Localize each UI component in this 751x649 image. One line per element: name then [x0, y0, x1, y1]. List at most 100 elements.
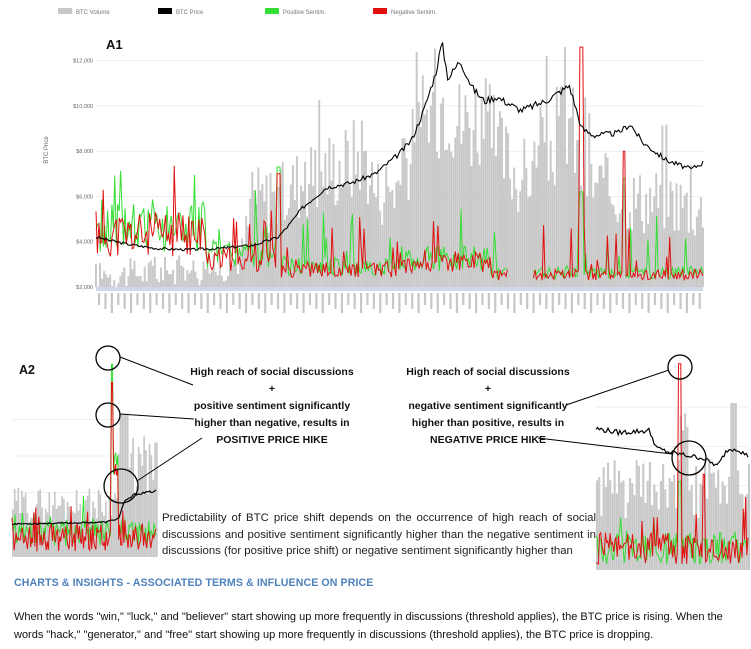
volume-bar: [383, 202, 386, 287]
volume-bar: [283, 220, 286, 287]
volume-bar: [642, 463, 645, 570]
volume-bar: [377, 163, 380, 287]
volume-bar: [667, 216, 670, 287]
volume-bar: [210, 271, 213, 287]
volume-bar: [184, 280, 187, 287]
volume-bar: [664, 489, 667, 570]
x-tick-label: [379, 293, 382, 313]
volume-bar: [748, 463, 751, 570]
x-tick-label: [500, 293, 503, 305]
volume-bar: [643, 233, 646, 287]
volume-bar: [143, 266, 146, 287]
volume-bar: [501, 117, 503, 287]
x-tick-label: [193, 293, 197, 305]
chart-label-a1: A1: [106, 37, 123, 52]
volume-bar: [486, 111, 489, 288]
x-tick-label: [264, 293, 267, 313]
zoom-chart-a2: A2: [11, 363, 158, 557]
volume-bar: [97, 489, 100, 557]
volume-bar: [110, 515, 113, 557]
annotation-line: negative sentiment significantly: [408, 400, 568, 412]
volume-bar: [399, 184, 402, 287]
volume-bar: [517, 212, 520, 287]
volume-bar: [615, 493, 618, 570]
annotation-line: +: [268, 383, 276, 395]
volume-bar: [681, 430, 684, 570]
volume-bar: [153, 256, 156, 287]
volume-bar: [101, 278, 104, 287]
volume-bar: [334, 205, 337, 287]
x-tick-label: [481, 293, 484, 305]
x-tick-label: [149, 293, 152, 313]
volume-bar: [139, 454, 142, 557]
volume-bar: [693, 235, 696, 287]
volume-bar: [94, 263, 97, 287]
volume-bar: [657, 208, 660, 287]
volume-bar: [358, 189, 361, 287]
volume-bar: [446, 149, 449, 287]
volume-bar: [295, 156, 298, 287]
volume-bar: [340, 187, 343, 287]
volume-bar: [224, 280, 227, 287]
volume-bar: [714, 487, 718, 570]
volume-bar: [640, 496, 643, 570]
volume-bar: [204, 269, 207, 287]
volume-bar: [350, 197, 353, 287]
chart-label-a2: A2: [19, 363, 35, 377]
volume-bar: [336, 200, 339, 287]
volume-bar: [717, 469, 720, 570]
volume-bar: [397, 180, 400, 287]
volume-bar: [131, 269, 134, 287]
x-tick-label: [328, 293, 331, 305]
volume-bar: [602, 177, 605, 287]
volume-bar: [527, 197, 530, 287]
volume-bar: [15, 500, 18, 557]
volume-bar: [671, 190, 674, 287]
x-tick-label: [385, 293, 388, 305]
volume-bar: [604, 486, 607, 570]
volume-bar: [519, 191, 522, 287]
x-tick-label: [621, 293, 625, 309]
y-tick-label: $8,000: [76, 149, 93, 155]
x-tick-label: [436, 293, 439, 313]
x-tick-label: [526, 293, 529, 309]
volume-bar: [464, 95, 467, 287]
volume-bar: [194, 271, 197, 287]
volume-bar: [231, 264, 233, 287]
volume-bar: [28, 521, 31, 557]
volume-bar: [112, 498, 114, 557]
volume-bar: [695, 216, 698, 287]
volume-bar: [688, 490, 691, 570]
x-tick-label: [289, 293, 292, 305]
volume-bar: [425, 109, 428, 287]
volume-bar: [561, 88, 564, 287]
volume-bar: [141, 281, 144, 287]
volume-bar: [616, 221, 619, 287]
volume-bar: [46, 512, 49, 557]
volume-bar: [114, 493, 116, 557]
volume-bar: [604, 153, 607, 287]
volume-bar: [531, 161, 534, 287]
volume-bar: [103, 271, 106, 287]
volume-bar: [141, 465, 144, 557]
volume-bar: [570, 117, 572, 288]
volume-bar: [607, 462, 610, 570]
volume-bar: [300, 185, 302, 287]
zoom-chart-negative: [595, 363, 751, 570]
volume-bar: [673, 230, 676, 287]
volume-bar: [651, 212, 654, 287]
volume-bar: [474, 88, 477, 288]
x-tick-label: [238, 293, 241, 309]
volume-bar: [545, 55, 548, 287]
x-tick-label: [136, 293, 139, 305]
volume-bar: [218, 261, 221, 287]
volume-bar: [79, 504, 82, 557]
volume-bar: [113, 280, 116, 287]
volume-bar: [304, 161, 307, 287]
volume-bar: [721, 481, 724, 570]
volume-bar: [137, 276, 140, 287]
volume-bar: [719, 503, 722, 570]
x-tick-label: [244, 293, 248, 313]
volume-bar: [421, 75, 424, 287]
volume-bar: [128, 467, 131, 557]
